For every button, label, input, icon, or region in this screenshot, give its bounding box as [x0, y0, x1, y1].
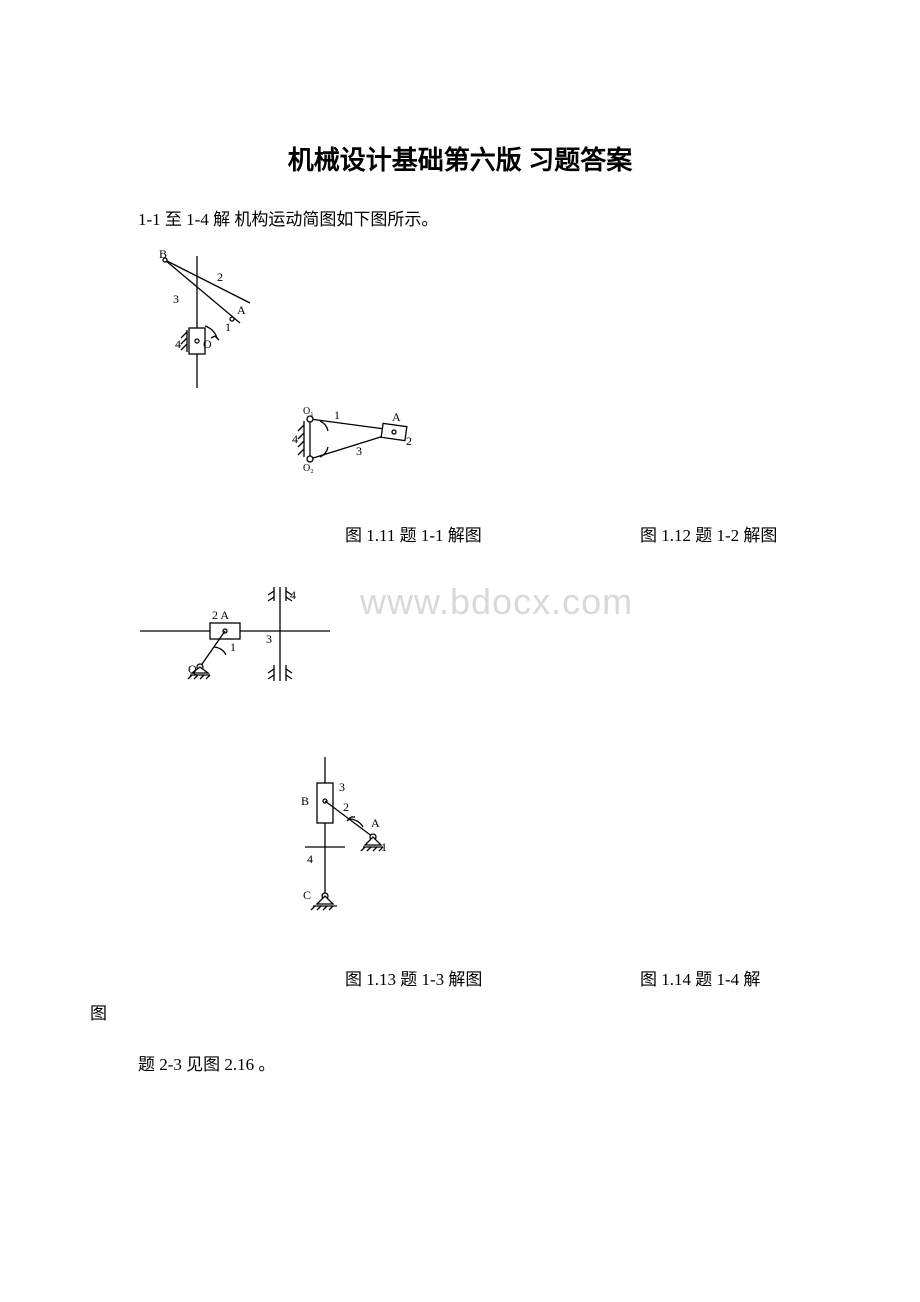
- label-O1: O₁: [303, 406, 314, 417]
- label-1: 1: [334, 408, 340, 422]
- page-title: 机械设计基础第六版 习题答案: [90, 140, 830, 177]
- label-4: 4: [292, 432, 298, 446]
- label-A: A: [237, 303, 246, 317]
- label-Q: Q: [188, 662, 197, 676]
- label-A: A: [371, 816, 380, 830]
- caption-1-14: 图 1.14 题 1-4 解: [640, 965, 760, 990]
- figure-1-13: www.bdocx.com 2 A Q: [130, 581, 830, 691]
- label-B: B: [159, 248, 167, 261]
- figure-1-12: O₁ O₂ A 1 2 3 4: [270, 401, 830, 481]
- label-2: 2: [217, 270, 223, 284]
- figure-1-14: B A C 1 2 3 4: [265, 751, 830, 921]
- label-1: 1: [230, 640, 236, 654]
- label-2: 2: [343, 800, 349, 814]
- label-1: 1: [225, 320, 231, 334]
- label-2A: 2 A: [212, 608, 229, 622]
- label-2: 2: [406, 434, 412, 448]
- label-3: 3: [266, 632, 272, 646]
- label-C: C: [303, 888, 311, 902]
- label-O2: O₂: [303, 463, 314, 474]
- caption-1-11: 图 1.11 题 1-1 解图: [345, 521, 482, 546]
- caption-1-12: 图 1.12 题 1-2 解图: [640, 521, 777, 546]
- para-2-3: 题 2-3 见图 2.16 。: [138, 1050, 830, 1075]
- label-4: 4: [307, 852, 313, 866]
- figure-1-11: B A O 1 2 3 4: [145, 248, 830, 393]
- label-4: 4: [290, 588, 296, 602]
- label-O: O: [203, 337, 212, 351]
- label-3: 3: [356, 444, 362, 458]
- label-1: 1: [381, 840, 387, 854]
- watermark-text: www.bdocx.com: [360, 581, 633, 623]
- label-3: 3: [173, 292, 179, 306]
- label-3: 3: [339, 780, 345, 794]
- label-B: B: [301, 794, 309, 808]
- caption-hanging: 图: [90, 999, 830, 1024]
- intro-text: 1-1 至 1-4 解 机构运动简图如下图所示。: [138, 205, 830, 230]
- label-4: 4: [175, 337, 181, 351]
- caption-1-13: 图 1.13 题 1-3 解图: [345, 965, 482, 990]
- label-A: A: [392, 410, 401, 424]
